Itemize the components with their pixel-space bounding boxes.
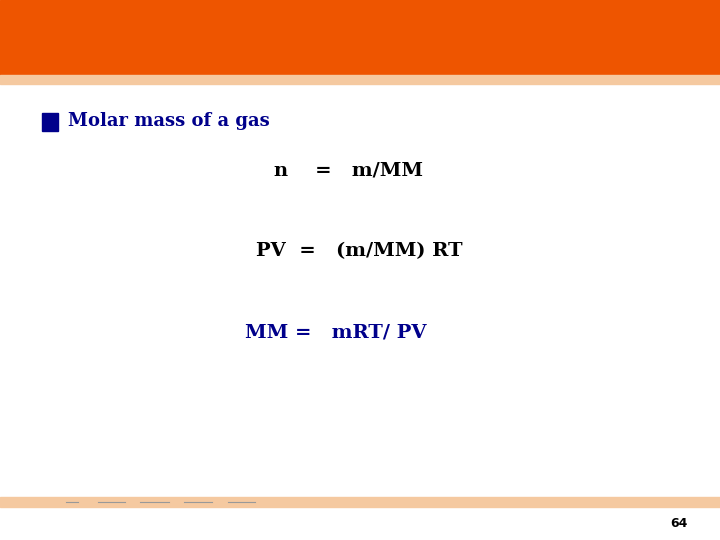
Text: 64: 64: [670, 517, 688, 530]
Text: Molar mass of a gas: Molar mass of a gas: [68, 112, 270, 131]
Bar: [42, 113, 58, 131]
Text: MM =   mRT/ PV: MM = mRT/ PV: [245, 323, 426, 341]
Text: n    =   m/MM: n = m/MM: [274, 161, 423, 179]
Bar: [0, 0, 720, 75]
Bar: [0, 497, 720, 507]
Text: PV  =   (m/MM) RT: PV = (m/MM) RT: [256, 242, 462, 260]
Bar: [0, 75, 720, 84]
